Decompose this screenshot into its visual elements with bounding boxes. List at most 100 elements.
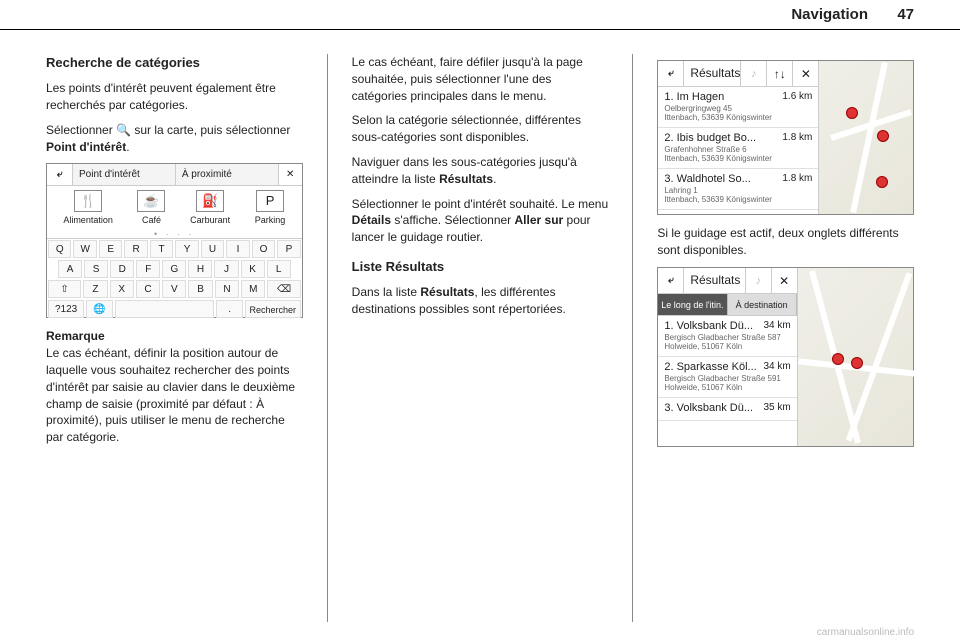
food-icon: 🍴	[74, 190, 102, 212]
results-map[interactable]	[818, 61, 913, 214]
key-a[interactable]: A	[58, 260, 82, 278]
close-button[interactable]: ✕	[792, 61, 818, 86]
key-backspace[interactable]: ⌫	[267, 280, 300, 298]
sort-button[interactable]: ↑↓	[766, 61, 792, 86]
cat-alimentation[interactable]: 🍴 Alimentation	[63, 190, 113, 227]
key-j[interactable]: J	[214, 260, 238, 278]
results-title: Résultats	[684, 65, 740, 82]
result-item[interactable]: 1. Im Hagen 1.6 km Oelbergringweg 45 Itt…	[658, 87, 818, 128]
screenshot-poi-keyboard: ⤶ Point d'intérêt À proximité ✕ 🍴 Alimen…	[46, 163, 303, 318]
key-o[interactable]: O	[252, 240, 275, 258]
key-f[interactable]: F	[136, 260, 160, 278]
key-z[interactable]: Z	[83, 280, 107, 298]
col2-p1: Le cas échéant, faire défiler jusqu'à la…	[352, 54, 609, 104]
key-123[interactable]: ?123	[48, 300, 84, 318]
col2-p4: Sélectionner le point d'intérêt souhaité…	[352, 196, 609, 246]
cat-carburant[interactable]: ⛽ Carburant	[190, 190, 230, 227]
close-button[interactable]: ✕	[278, 164, 302, 185]
proximity-field[interactable]: À proximité	[176, 164, 278, 185]
key-dot[interactable]: .	[216, 300, 242, 318]
music-icon[interactable]: ♪	[740, 61, 766, 86]
result-item[interactable]: 2. Sparkasse Köl... 34 km Bergisch Gladb…	[658, 357, 796, 398]
tab-at-destination[interactable]: À destination	[728, 294, 797, 315]
key-t[interactable]: T	[150, 240, 173, 258]
key-search[interactable]: Rechercher	[245, 300, 301, 318]
header-title: Navigation	[0, 6, 868, 23]
key-p[interactable]: P	[277, 240, 300, 258]
column-3: ⤶ Résultats ♪ ↑↓ ✕ 1. Im Hagen 1.6 km Oe…	[657, 54, 914, 622]
key-globe[interactable]: 🌐	[86, 300, 112, 318]
poi-field[interactable]: Point d'intérêt	[73, 164, 176, 185]
col1-p1: Les points d'intérêt peuvent également ê…	[46, 80, 303, 114]
result-item[interactable]: 1. Volksbank Dü... 34 km Bergisch Gladba…	[658, 316, 796, 357]
key-n[interactable]: N	[215, 280, 239, 298]
results-list: 1. Im Hagen 1.6 km Oelbergringweg 45 Itt…	[658, 87, 818, 214]
cafe-icon: ☕	[137, 190, 165, 212]
column-separator-2	[632, 54, 633, 622]
key-u[interactable]: U	[201, 240, 224, 258]
kb-row-4: ?123 🌐 . Rechercher	[47, 299, 302, 319]
map-pin-icon	[851, 357, 863, 369]
column-separator-1	[327, 54, 328, 622]
key-r[interactable]: R	[124, 240, 147, 258]
map-pin-icon	[877, 130, 889, 142]
key-i[interactable]: I	[226, 240, 249, 258]
col3-p1: Si le guidage est actif, deux onglets di…	[657, 225, 914, 259]
key-m[interactable]: M	[241, 280, 265, 298]
key-h[interactable]: H	[188, 260, 212, 278]
key-shift[interactable]: ⇧	[48, 280, 81, 298]
cat-parking[interactable]: P Parking	[255, 190, 286, 227]
music-icon[interactable]: ♪	[745, 268, 771, 293]
cat-cafe[interactable]: ☕ Café	[137, 190, 165, 227]
results-list: 1. Volksbank Dü... 34 km Bergisch Gladba…	[658, 316, 796, 446]
search-icon: 🔍	[116, 123, 131, 137]
key-v[interactable]: V	[162, 280, 186, 298]
page-header: Navigation 47	[0, 0, 960, 30]
result-item[interactable]: 3. Waldhotel So... 1.8 km Lahring 1 Itte…	[658, 169, 818, 210]
screenshot-results-simple: ⤶ Résultats ♪ ↑↓ ✕ 1. Im Hagen 1.6 km Oe…	[657, 60, 914, 215]
key-x[interactable]: X	[110, 280, 134, 298]
key-b[interactable]: B	[188, 280, 212, 298]
footer-watermark: carmanualsonline.info	[817, 627, 914, 638]
tab-along-route[interactable]: Le long de l'itin.	[658, 294, 727, 315]
column-2: Le cas échéant, faire défiler jusqu'à la…	[352, 54, 609, 622]
fuel-icon: ⛽	[196, 190, 224, 212]
key-s[interactable]: S	[84, 260, 108, 278]
key-g[interactable]: G	[162, 260, 186, 278]
close-button[interactable]: ✕	[771, 268, 797, 293]
back-button[interactable]: ⤶	[47, 164, 73, 185]
page-dots: • · · ·	[47, 228, 302, 238]
key-k[interactable]: K	[241, 260, 265, 278]
key-q[interactable]: Q	[48, 240, 71, 258]
col1-subhead: Recherche de catégories	[46, 54, 303, 72]
col2-sub2: Liste Résultats	[352, 258, 609, 276]
remark-label: Remarque	[46, 329, 105, 343]
results-title: Résultats	[684, 272, 744, 289]
map-pin-icon	[876, 176, 888, 188]
key-w[interactable]: W	[73, 240, 96, 258]
key-d[interactable]: D	[110, 260, 134, 278]
key-l[interactable]: L	[267, 260, 291, 278]
result-item[interactable]: 3. Volksbank Dü... 35 km	[658, 398, 796, 421]
kb-row-1: Q W E R T Y U I O P	[47, 239, 302, 259]
kb-row-2: A S D F G H J K L	[47, 259, 302, 279]
remark: Remarque Le cas échéant, définir la posi…	[46, 328, 303, 446]
column-1: Recherche de catégories Les points d'int…	[46, 54, 303, 622]
col1-p2: Sélectionner 🔍 sur la carte, puis sélect…	[46, 122, 303, 156]
header-page-number: 47	[884, 6, 914, 23]
result-item[interactable]: 2. Ibis budget Bo... 1.8 km Grafenhohner…	[658, 128, 818, 169]
key-e[interactable]: E	[99, 240, 122, 258]
key-y[interactable]: Y	[175, 240, 198, 258]
key-c[interactable]: C	[136, 280, 160, 298]
key-space[interactable]	[115, 300, 215, 318]
col2-p5: Dans la liste Résultats, les différentes…	[352, 284, 609, 318]
back-button[interactable]: ⤶	[658, 268, 684, 293]
kb-row-3: ⇧ Z X C V B N M ⌫	[47, 279, 302, 299]
results-map[interactable]	[797, 268, 913, 446]
back-button[interactable]: ⤶	[658, 61, 684, 86]
parking-icon: P	[256, 190, 284, 212]
content-columns: Recherche de catégories Les points d'int…	[46, 54, 914, 622]
map-pin-icon	[846, 107, 858, 119]
keyboard: Q W E R T Y U I O P A S D F G H	[47, 238, 302, 319]
screenshot-results-tabs: ⤶ Résultats ♪ ✕ Le long de l'itin. À des…	[657, 267, 914, 447]
